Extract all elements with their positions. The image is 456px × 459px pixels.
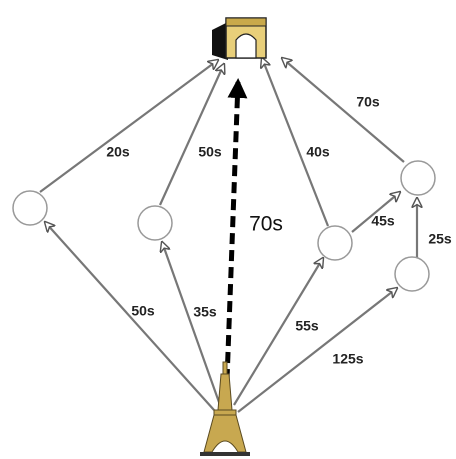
edge-label: 45s (371, 213, 395, 229)
edge-label: 40s (306, 144, 330, 160)
edge-label: 55s (295, 318, 319, 334)
node (137, 205, 173, 241)
edge-label: 35s (193, 304, 217, 320)
edge-label: 25s (428, 231, 452, 247)
edge-label: 50s (131, 303, 155, 319)
edge (162, 242, 222, 406)
edge (262, 58, 330, 227)
edge (45, 222, 215, 411)
edge-label: 20s (106, 144, 130, 160)
edge-label: 50s (198, 144, 222, 160)
node (400, 160, 436, 196)
edge (237, 288, 397, 413)
edge (39, 60, 218, 193)
arc-de-triomphe-icon (212, 17, 267, 60)
node (12, 190, 48, 226)
edge (158, 64, 224, 206)
direct-route (224, 78, 248, 381)
edge (233, 258, 323, 406)
eiffel-tower-icon (200, 361, 250, 456)
direct-route-label: 70s (249, 213, 283, 236)
node (317, 225, 353, 261)
node (394, 256, 430, 292)
edge (351, 192, 400, 233)
edge-label: 70s (356, 94, 380, 110)
edge-label: 125s (332, 351, 363, 367)
edge (282, 58, 405, 163)
